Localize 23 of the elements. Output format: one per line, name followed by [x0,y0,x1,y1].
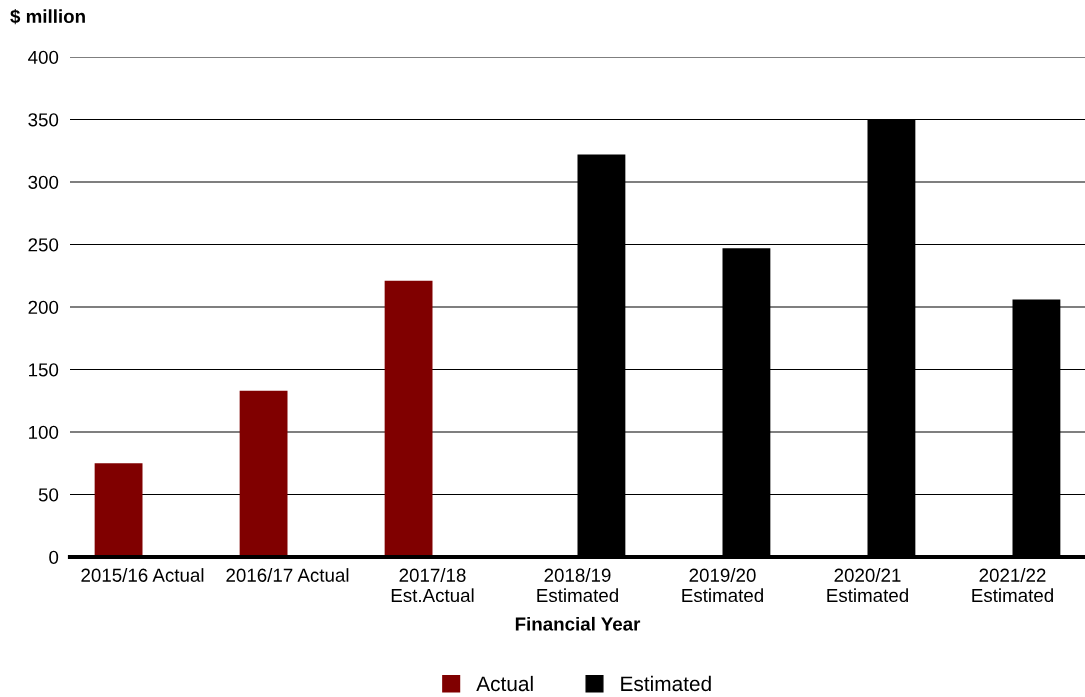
y-tick-label: 0 [49,550,59,564]
y-tick-label: 350 [28,113,59,127]
x-tick-label: 2015/16 Actual [81,568,204,582]
x-tick-label: 2021/22 Estimated [972,568,1053,603]
legend-label: Estimated [621,675,711,692]
bar [384,280,433,557]
x-axis-title: Financial Year [515,616,641,631]
y-tick-label: 50 [38,488,59,502]
bar [239,390,288,557]
bar [94,463,143,557]
y-tick-label: 150 [29,363,59,377]
x-tick-label: 2020/21 Estimated [827,568,908,603]
x-tick-label: 2017/18 Est.Actual [391,568,474,603]
y-tick-label: 400 [28,50,59,64]
x-tick-label: 2019/20 Estimated [682,568,763,603]
x-tick-label: 2018/19 Estimated [537,568,618,603]
y-tick-label: 250 [28,238,59,252]
y-tick-label: 300 [28,175,59,189]
y-tick-label: 100 [29,425,59,439]
legend-label: Actual [476,675,533,692]
x-tick-label: 2016/17 Actual [226,568,349,582]
y-tick-label: 200 [28,300,59,314]
y-axis-title: $ million [10,8,85,25]
